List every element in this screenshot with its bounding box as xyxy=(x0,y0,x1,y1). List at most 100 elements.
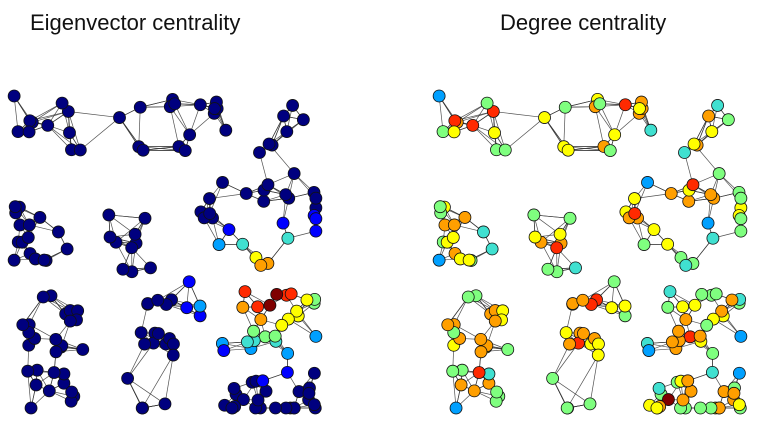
degree-node xyxy=(477,225,490,239)
degree-node xyxy=(490,385,504,399)
degree-centrality-title: Degree centrality xyxy=(500,10,667,35)
degree-node xyxy=(560,401,574,415)
degree-node xyxy=(641,176,654,189)
eigenvector-node xyxy=(277,109,291,123)
degree-node xyxy=(628,192,641,205)
degree-edge xyxy=(505,117,545,151)
degree-node xyxy=(687,137,701,151)
degree-node xyxy=(661,300,675,314)
degree-node xyxy=(663,285,677,299)
eigenvector-edge xyxy=(68,111,120,118)
degree-node xyxy=(454,378,468,392)
degree-node xyxy=(441,318,455,332)
degree-node xyxy=(577,327,590,340)
degree-node xyxy=(709,287,723,301)
eigenvector-node xyxy=(178,144,192,157)
degree-node xyxy=(558,100,572,114)
eigenvector-node xyxy=(49,345,63,359)
eigenvector-node xyxy=(247,324,260,338)
degree-node xyxy=(563,211,577,225)
eigenvector-node xyxy=(128,227,142,241)
eigenvector-node xyxy=(21,231,35,244)
eigenvector-node xyxy=(284,287,298,301)
degree-node xyxy=(628,207,642,220)
eigenvector-node xyxy=(11,125,25,139)
degree-node xyxy=(485,242,499,256)
eigenvector-node xyxy=(167,337,180,351)
eigenvector-node xyxy=(158,397,172,411)
degree-node xyxy=(474,332,488,346)
eigenvector-node xyxy=(268,329,282,343)
degree-node xyxy=(644,123,658,137)
degree-node xyxy=(546,371,560,385)
degree-node xyxy=(541,262,555,276)
degree-node xyxy=(688,298,702,312)
degree-node xyxy=(448,114,462,128)
eigenvector-node xyxy=(269,401,282,415)
degree-node xyxy=(678,146,691,159)
eigenvector-node xyxy=(133,100,147,114)
eigenvector-node xyxy=(37,253,51,267)
degree-node xyxy=(501,343,515,356)
eigenvector-node xyxy=(144,261,157,275)
degree-node xyxy=(569,261,582,275)
eigenvector-node xyxy=(225,401,239,415)
eigenvector-node xyxy=(253,146,266,159)
degree-node xyxy=(734,212,748,226)
degree-node xyxy=(700,318,714,332)
eigenvector-node xyxy=(103,230,117,244)
eigenvector-node xyxy=(262,137,276,151)
eigenvector-node xyxy=(125,241,139,255)
degree-edge xyxy=(552,378,591,405)
eigenvector-node xyxy=(63,126,76,140)
eigenvector-node xyxy=(73,143,87,157)
degree-node xyxy=(561,143,575,157)
eigenvector-node xyxy=(309,224,323,238)
degree-node xyxy=(447,125,461,139)
eigenvector-node xyxy=(152,327,165,340)
eigenvector-node xyxy=(307,366,321,380)
degree-node xyxy=(466,119,480,132)
eigenvector-node xyxy=(286,99,300,112)
eigenvector-node xyxy=(7,89,21,103)
eigenvector-node xyxy=(251,393,265,407)
degree-node xyxy=(672,324,685,338)
eigenvector-node xyxy=(280,125,294,138)
eigenvector-node xyxy=(257,194,271,208)
degree-node xyxy=(665,335,679,349)
degree-node xyxy=(607,275,621,289)
degree-node xyxy=(527,208,541,222)
eigenvector-node xyxy=(193,299,207,313)
eigenvector-edge xyxy=(127,342,154,379)
degree-edge xyxy=(493,111,545,118)
degree-node xyxy=(618,299,632,313)
eigenvector-node xyxy=(216,176,229,189)
eigenvector-node xyxy=(138,337,151,351)
eigenvector-node xyxy=(151,293,165,307)
degree-edge xyxy=(566,354,599,409)
eigenvector-node xyxy=(60,242,74,256)
degree-node xyxy=(603,144,617,157)
eigenvector-node xyxy=(21,364,35,378)
degree-node xyxy=(563,337,576,351)
eigenvector-node xyxy=(102,208,116,222)
degree-node xyxy=(592,337,605,351)
eigenvector-node xyxy=(251,300,265,314)
eigenvector-node xyxy=(309,329,323,343)
degree-node xyxy=(706,346,720,360)
eigenvector-node xyxy=(279,188,293,201)
eigenvector-node xyxy=(280,365,294,379)
eigenvector-node xyxy=(227,381,241,395)
eigenvector-node xyxy=(52,225,65,239)
degree-node xyxy=(605,301,619,315)
eigenvector-node xyxy=(116,262,130,276)
eigenvector-node xyxy=(254,313,268,326)
degree-node xyxy=(705,365,719,379)
eigenvector-node xyxy=(300,293,314,307)
degree-edge xyxy=(552,342,579,379)
eigenvector-node xyxy=(290,304,304,318)
degree-node xyxy=(432,89,446,103)
degree-node xyxy=(676,393,690,407)
degree-node xyxy=(661,237,675,251)
